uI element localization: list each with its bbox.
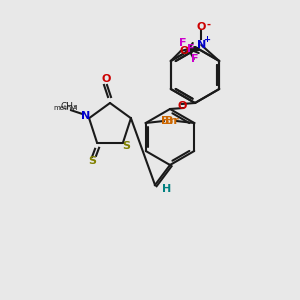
Text: O: O <box>196 22 206 32</box>
Text: +: + <box>203 35 210 44</box>
Text: N: N <box>196 40 206 50</box>
Text: S: S <box>122 141 130 151</box>
Text: CH₃: CH₃ <box>61 102 77 111</box>
Text: O: O <box>180 46 189 56</box>
Text: Br: Br <box>161 116 175 126</box>
Text: O: O <box>101 74 111 84</box>
Text: H: H <box>162 184 172 194</box>
Text: -: - <box>206 20 210 30</box>
Text: Br: Br <box>165 116 179 126</box>
Text: F: F <box>179 38 187 48</box>
Text: F: F <box>191 54 199 64</box>
Text: methyl: methyl <box>53 105 77 111</box>
Text: N: N <box>82 111 91 121</box>
Text: S: S <box>88 156 96 166</box>
Text: O: O <box>178 101 187 111</box>
Text: F: F <box>187 44 194 54</box>
